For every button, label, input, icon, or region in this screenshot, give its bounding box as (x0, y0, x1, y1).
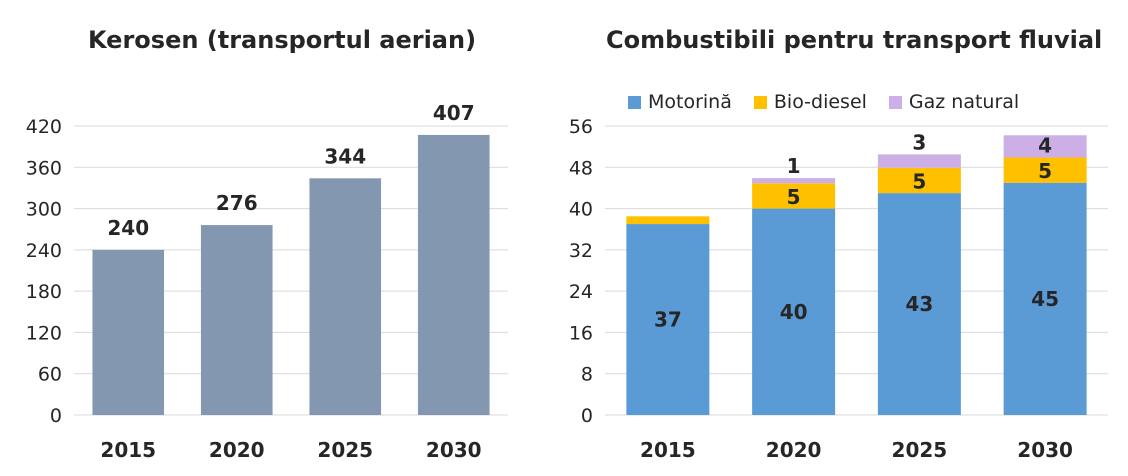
fuel-y-tick-label: 0 (581, 405, 593, 427)
legend-swatch-bio-diesel (753, 95, 767, 109)
fuel-chart-title: Combustibili pentru transport fluvial (606, 26, 1103, 54)
kerosene-chart-title: Kerosen (transportul aerian) (88, 26, 477, 54)
kerosene-bar-chart: 0 60 120 180 240 300 360 420 240 2015 276 2020 344 20… (26, 101, 508, 462)
kerosene-bar (309, 178, 382, 415)
legend-label-gaz-natural: Gaz natural (908, 91, 1020, 113)
fuel-y-tick-label: 56 (569, 116, 593, 138)
fuel-chart-panel: Combustibili pentru transport fluvial Mo… (560, 0, 1128, 476)
fuel-y-tick-label: 32 (569, 240, 593, 262)
kerosene-y-tick-label: 300 (26, 199, 62, 221)
fuel-bar-segment-motorina (752, 208, 836, 415)
fuel-bar-segment-bio-diesel (626, 216, 710, 225)
fuel-data-label-gaz-natural: 1 (787, 154, 801, 178)
kerosene-x-tick-label: 2025 (317, 438, 373, 462)
kerosene-chart-panel: Kerosen (transportul aerian) 0 60 120 180 24… (0, 0, 520, 476)
fuel-data-label-motorina: 43 (905, 292, 933, 316)
kerosene-y-tick-label: 120 (26, 322, 62, 344)
fuel-bar-segment-gaz-natural (877, 154, 961, 168)
kerosene-y-tick-label: 60 (38, 364, 62, 386)
fuel-bar-segment-motorina (1003, 182, 1087, 415)
fuel-bar-segment-motorina (877, 193, 961, 415)
legend-item-gaz-natural: Gaz natural (888, 91, 1020, 113)
kerosene-x-tick-label: 2015 (100, 438, 156, 462)
legend-item-motorina: Motorină (628, 91, 732, 113)
fuel-x-tick-label: 2025 (892, 438, 948, 462)
fuel-data-label-bio-diesel: 5 (912, 169, 926, 193)
legend-label-bio-diesel: Bio-diesel (773, 91, 867, 113)
kerosene-bar (92, 249, 165, 415)
kerosene-bar-value-label: 344 (324, 144, 366, 168)
kerosene-y-tick-label: 180 (26, 281, 62, 303)
fuel-y-tick-label: 48 (569, 157, 593, 179)
fuel-bar-segment-motorina (626, 224, 710, 415)
fuel-y-tick-label: 24 (569, 281, 593, 303)
kerosene-bar-value-label: 407 (433, 101, 475, 125)
fuel-data-label-gaz-natural: 4 (1038, 133, 1052, 157)
kerosene-bar-value-label: 240 (107, 216, 149, 240)
kerosene-y-tick-label: 420 (26, 116, 62, 138)
fuel-data-label-motorina: 40 (780, 300, 808, 324)
kerosene-y-tick-label: 240 (26, 240, 62, 262)
fuel-x-tick-label: 2015 (640, 438, 696, 462)
fuel-data-label-motorina: 37 (654, 308, 682, 332)
legend-label-motorina: Motorină (648, 91, 732, 113)
fuel-stacked-bar-chart: 0816243240485637201540512020435320254554… (569, 116, 1108, 462)
fuel-data-label-motorina: 45 (1031, 287, 1059, 311)
legend-swatch-gaz-natural (888, 95, 902, 109)
fuel-bar-segment-bio-diesel (1003, 157, 1087, 183)
fuel-x-tick-label: 2020 (766, 438, 822, 462)
legend-item-bio-diesel: Bio-diesel (753, 91, 867, 113)
fuel-data-label-bio-diesel: 5 (1038, 159, 1052, 183)
kerosene-bar (417, 134, 490, 415)
fuel-bar-segment-gaz-natural (752, 178, 836, 184)
fuel-bar-segment-bio-diesel (877, 167, 961, 194)
kerosene-x-tick-label: 2030 (426, 438, 482, 462)
kerosene-x-tick-label: 2020 (209, 438, 265, 462)
fuel-chart-legend: Motorină Bio-diesel Gaz natural (628, 91, 1019, 113)
fuel-y-tick-label: 16 (569, 322, 593, 344)
kerosene-y-tick-label: 0 (50, 405, 62, 427)
kerosene-bar-value-label: 276 (216, 191, 258, 215)
fuel-bar-segment-bio-diesel (752, 183, 836, 209)
legend-swatch-motorina (628, 95, 641, 109)
kerosene-bar (200, 225, 273, 415)
fuel-data-label-bio-diesel: 5 (787, 185, 801, 209)
fuel-y-tick-label: 40 (569, 199, 593, 221)
fuel-x-tick-label: 2030 (1017, 438, 1073, 462)
fuel-bar-segment-gaz-natural (1003, 135, 1087, 158)
fuel-y-tick-label: 8 (581, 364, 593, 386)
kerosene-y-tick-label: 360 (26, 157, 62, 179)
fuel-data-label-gaz-natural: 3 (912, 130, 926, 154)
